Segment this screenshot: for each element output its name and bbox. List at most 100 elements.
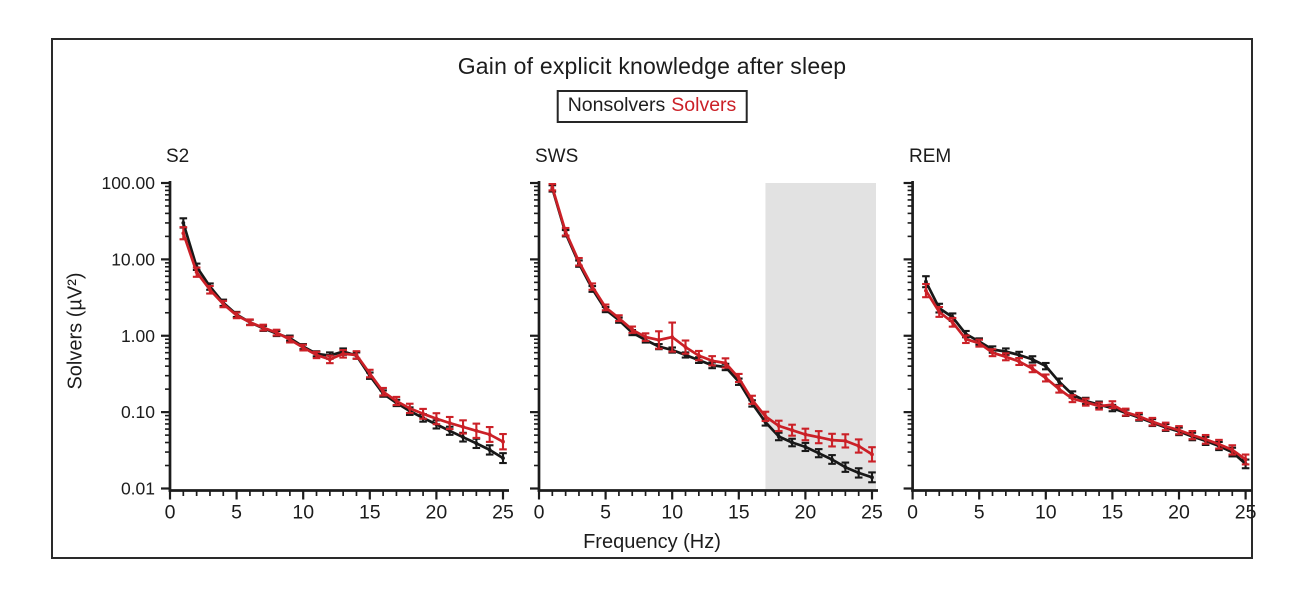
data-point-solvers — [234, 313, 239, 318]
data-point-solvers — [461, 425, 465, 429]
data-point-solvers — [590, 284, 595, 289]
data-point-nonsolvers — [830, 457, 834, 462]
data-point-solvers — [656, 338, 661, 342]
data-point-nonsolvers — [1030, 357, 1035, 362]
data-point-solvers — [990, 350, 995, 355]
data-point-nonsolvers — [856, 471, 861, 475]
x-tick-label: 25 — [492, 502, 514, 524]
data-point-nonsolvers — [843, 465, 848, 470]
data-point-solvers — [1150, 419, 1155, 424]
x-tick-label: 0 — [165, 502, 176, 524]
data-point-solvers — [763, 414, 768, 419]
data-point-solvers — [843, 438, 848, 443]
data-point-solvers — [407, 406, 412, 411]
data-point-nonsolvers — [501, 456, 505, 461]
data-point-solvers — [736, 376, 741, 380]
data-point-solvers — [803, 432, 808, 437]
figure-border — [51, 38, 1253, 559]
data-point-nonsolvers — [803, 445, 808, 449]
data-point-solvers — [354, 353, 359, 357]
data-point-solvers — [487, 432, 492, 437]
data-point-solvers — [1243, 457, 1248, 462]
data-point-nonsolvers — [461, 435, 465, 440]
y-tick-label: 1.00 — [121, 326, 155, 346]
data-point-solvers — [670, 335, 675, 340]
data-point-nonsolvers — [1043, 364, 1048, 369]
series-line-solvers — [182, 232, 504, 443]
x-tick-label: 5 — [974, 502, 985, 524]
data-point-solvers — [301, 345, 306, 350]
data-point-solvers — [977, 341, 982, 346]
data-point-solvers — [1163, 424, 1168, 429]
data-point-solvers — [287, 337, 292, 342]
data-point-solvers — [1083, 400, 1088, 405]
legend-box: Nonsolvers Solvers — [556, 90, 748, 123]
data-point-solvers — [750, 397, 755, 402]
data-point-nonsolvers — [776, 434, 781, 439]
data-point-nonsolvers — [816, 451, 821, 456]
data-point-solvers — [830, 438, 834, 443]
data-point-solvers — [937, 310, 942, 314]
panel-label-s2: S2 — [166, 146, 190, 167]
data-point-solvers — [1097, 404, 1101, 408]
data-point-solvers — [1137, 414, 1141, 419]
data-point-solvers — [643, 335, 648, 340]
data-point-nonsolvers — [487, 448, 492, 452]
data-point-solvers — [194, 270, 199, 275]
figure-title: Gain of explicit knowledge after sleep — [457, 53, 847, 79]
data-point-solvers — [1043, 376, 1048, 380]
x-tick-label: 20 — [1168, 502, 1190, 524]
data-point-nonsolvers — [924, 279, 928, 284]
data-point-solvers — [1003, 354, 1008, 359]
y-tick-label: 0.01 — [121, 479, 155, 499]
data-point-solvers — [950, 320, 955, 325]
data-point-solvers — [550, 185, 555, 190]
data-point-solvers — [603, 305, 608, 310]
x-tick-label: 0 — [534, 502, 545, 524]
data-point-solvers — [474, 428, 479, 433]
data-point-solvers — [367, 371, 372, 376]
data-point-solvers — [723, 361, 728, 365]
data-point-solvers — [501, 439, 505, 444]
data-point-solvers — [181, 231, 186, 236]
data-point-solvers — [1190, 433, 1195, 438]
data-point-solvers — [1110, 402, 1115, 407]
data-point-solvers — [1017, 359, 1022, 364]
data-point-nonsolvers — [181, 221, 186, 225]
x-tick-label: 15 — [1102, 502, 1124, 524]
data-point-solvers — [1203, 437, 1208, 442]
y-tick-label: 100.00 — [101, 173, 155, 193]
data-point-solvers — [683, 345, 688, 350]
x-axis-label: Frequency (Hz) — [583, 531, 721, 553]
data-point-solvers — [261, 325, 266, 330]
data-point-solvers — [696, 353, 701, 358]
data-point-solvers — [816, 435, 821, 440]
data-point-solvers — [577, 259, 581, 264]
y-tick-label: 10.00 — [111, 249, 155, 269]
data-point-solvers — [1057, 387, 1062, 392]
data-point-solvers — [1230, 448, 1235, 452]
data-point-solvers — [421, 411, 425, 416]
x-tick-label: 20 — [426, 502, 448, 524]
data-point-solvers — [856, 444, 861, 448]
data-point-solvers — [1217, 442, 1221, 447]
legend-solvers-label: Solvers — [671, 94, 737, 116]
data-point-nonsolvers — [790, 440, 794, 445]
data-point-solvers — [790, 428, 794, 433]
x-tick-label: 25 — [861, 502, 883, 524]
panel-label-sws: SWS — [535, 146, 579, 167]
data-point-solvers — [394, 399, 399, 403]
x-tick-label: 5 — [600, 502, 611, 524]
data-point-solvers — [630, 327, 635, 332]
data-point-solvers — [248, 320, 252, 325]
data-point-solvers — [1070, 396, 1075, 401]
x-tick-label: 5 — [231, 502, 242, 524]
data-point-nonsolvers — [474, 441, 479, 446]
legend-nonsolvers-label: Nonsolvers — [567, 94, 666, 116]
panel-label-rem: REM — [909, 146, 952, 167]
x-tick-label: 10 — [1035, 502, 1057, 524]
data-point-nonsolvers — [1017, 353, 1022, 357]
x-tick-label: 25 — [1235, 502, 1257, 524]
series-line-solvers — [924, 289, 1247, 461]
